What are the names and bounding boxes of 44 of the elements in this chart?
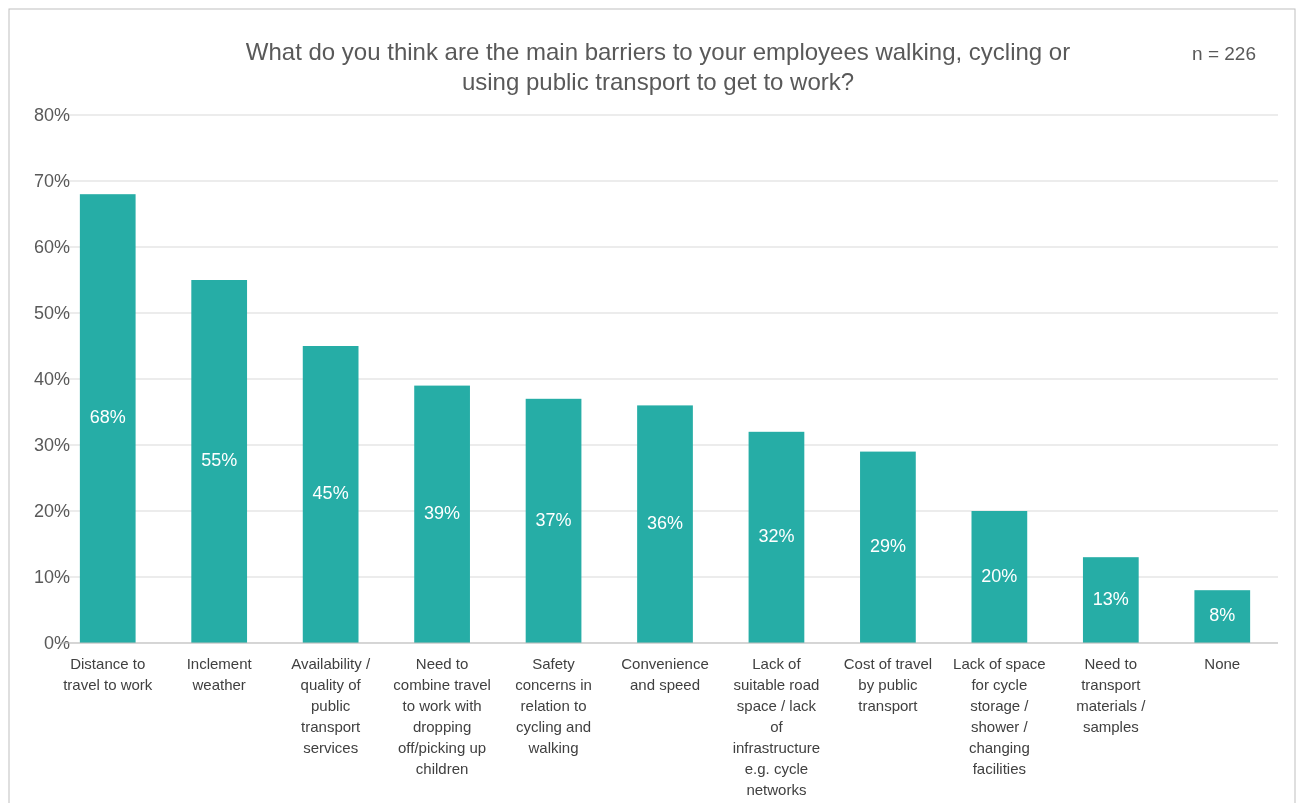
bar	[79, 194, 136, 643]
bar	[971, 511, 1028, 643]
data-label: 68%	[89, 407, 126, 428]
data-label: 36%	[646, 512, 684, 533]
data-label: 37%	[535, 509, 572, 530]
x-tick-label: Availability / quality of public transport services	[291, 655, 371, 756]
data-label: 29%	[869, 536, 906, 557]
y-tick-label: 60%	[33, 237, 70, 258]
data-label: 55%	[201, 450, 238, 471]
data-label: 8%	[1209, 605, 1236, 626]
text: n = 226	[1192, 43, 1256, 64]
x-tick-label: Cost of travel by public transport	[843, 655, 933, 714]
bar	[302, 346, 359, 643]
data-label: 20%	[981, 565, 1018, 586]
data-label: 39%	[424, 503, 461, 524]
bar	[748, 431, 805, 643]
y-tick-label: 30%	[33, 435, 70, 456]
bar	[1194, 590, 1251, 643]
x-tick-label: Convenience and speed	[621, 655, 709, 693]
y-tick-label: 10%	[33, 567, 70, 588]
x-tick-label: Inclement weather	[186, 655, 253, 693]
bar	[414, 385, 470, 643]
y-tick-label: 70%	[33, 171, 70, 192]
x-tick-label: Distance to travel to work	[63, 655, 153, 693]
x-tick-label: Lack of suitable road space / lack of infrastructure e.g. cycle networks	[732, 655, 821, 798]
data-label: 13%	[1092, 588, 1129, 609]
x-tick-label: None	[1204, 655, 1241, 672]
x-tick-label: Need to transport materials / samples	[1076, 655, 1147, 735]
y-tick-label: 0%	[43, 633, 70, 654]
y-tick-label: 80%	[33, 105, 70, 126]
x-tick-label: Safety concerns in relation to cycling and walking	[515, 655, 592, 756]
y-tick-label: 20%	[33, 501, 70, 522]
data-label: 32%	[758, 526, 795, 547]
x-tick-label: Need to combine travel to work with dropping off/picking up children	[393, 655, 491, 777]
data-label: 45%	[312, 483, 349, 504]
bar	[191, 280, 248, 643]
x-tick-label: Lack of space for cycle storage / shower / changing facilities	[953, 655, 1046, 777]
bar	[860, 451, 916, 643]
y-tick-label: 50%	[33, 303, 70, 324]
bar	[525, 398, 582, 643]
bar	[1082, 557, 1139, 643]
bar	[637, 405, 693, 643]
y-tick-label: 40%	[33, 369, 70, 390]
chart-title: What do you think are the main barriers to your employees walking, cycling or using public transport to get to work?	[245, 38, 1071, 95]
